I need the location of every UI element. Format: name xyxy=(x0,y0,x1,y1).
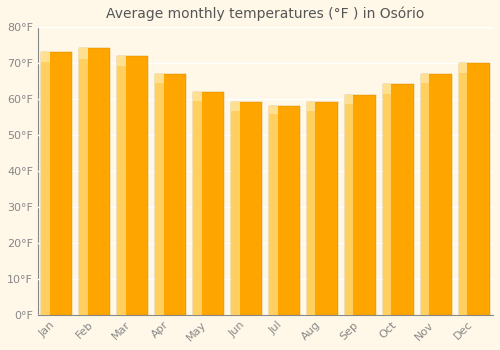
Bar xyxy=(420,74,430,83)
Bar xyxy=(420,74,430,315)
Bar xyxy=(41,52,72,315)
Bar xyxy=(41,52,50,63)
Bar xyxy=(193,92,202,100)
Bar xyxy=(79,48,88,59)
Bar xyxy=(344,95,376,315)
Bar xyxy=(231,103,239,315)
Bar xyxy=(79,48,110,315)
Bar xyxy=(344,95,354,315)
Bar xyxy=(269,106,278,114)
Bar xyxy=(155,74,164,315)
Bar xyxy=(269,106,278,315)
Bar xyxy=(458,63,467,73)
Bar xyxy=(458,63,490,315)
Bar xyxy=(117,56,126,315)
Bar xyxy=(458,63,467,315)
Bar xyxy=(382,84,392,315)
Bar xyxy=(155,74,164,83)
Bar xyxy=(307,103,316,111)
Bar xyxy=(41,52,50,315)
Bar xyxy=(231,103,262,315)
Bar xyxy=(193,92,202,315)
Bar xyxy=(193,92,224,315)
Bar xyxy=(420,74,452,315)
Bar xyxy=(269,106,300,315)
Bar xyxy=(117,56,148,315)
Title: Average monthly temperatures (°F ) in Osório: Average monthly temperatures (°F ) in Os… xyxy=(106,7,424,21)
Bar xyxy=(344,95,354,104)
Bar xyxy=(79,48,88,315)
Bar xyxy=(382,84,414,315)
Bar xyxy=(117,56,126,66)
Bar xyxy=(155,74,186,315)
Bar xyxy=(307,103,316,315)
Bar xyxy=(307,103,338,315)
Bar xyxy=(231,103,239,111)
Bar xyxy=(382,84,392,93)
